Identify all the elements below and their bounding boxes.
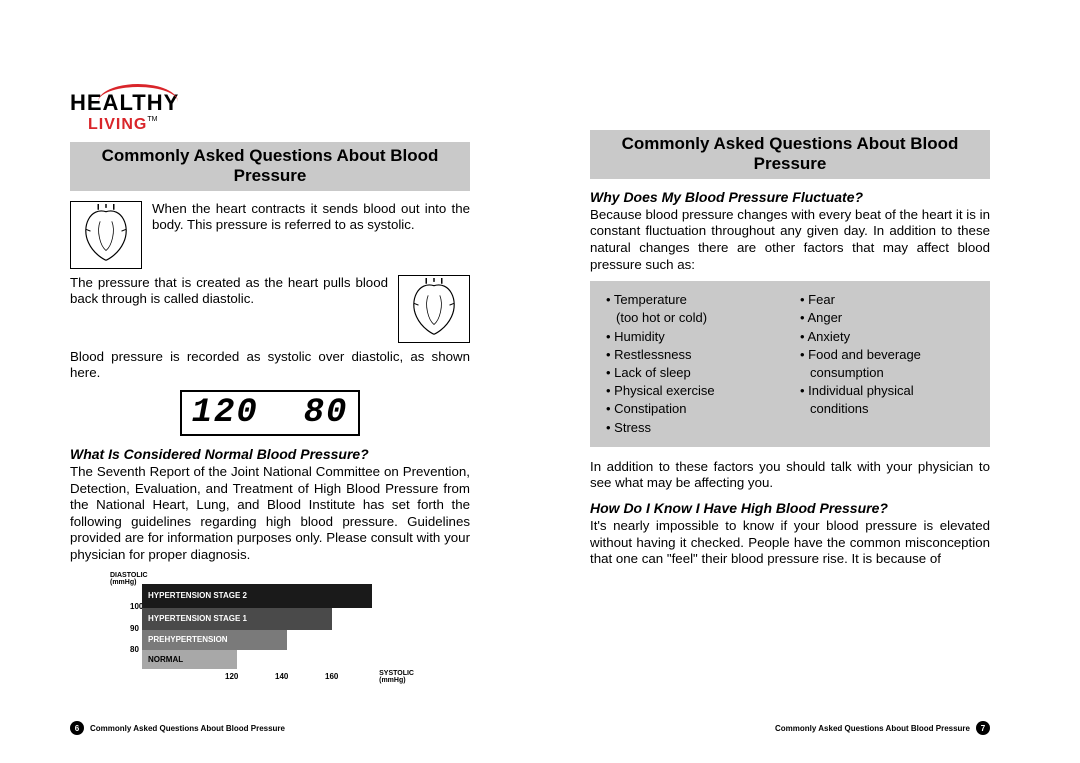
- recorded-text: Blood pressure is recorded as systolic o…: [70, 349, 470, 382]
- high-bp-text: It's nearly impossible to know if your b…: [590, 518, 990, 568]
- factor-item: consumption: [800, 364, 974, 382]
- factor-item: • Stress: [606, 419, 780, 437]
- factor-item: • Temperature: [606, 291, 780, 309]
- heart-diastolic-figure: [398, 275, 470, 343]
- x-tick-140: 140: [275, 672, 288, 681]
- systolic-text: When the heart contracts it sends blood …: [152, 201, 470, 234]
- page-7: Commonly Asked Questions About Blood Pre…: [540, 0, 1080, 763]
- title-bar-right: Commonly Asked Questions About Blood Pre…: [590, 130, 990, 179]
- band-stage1: HYPERTENSION STAGE 1: [142, 608, 332, 630]
- logo-healthy: HEALTHY: [70, 90, 470, 116]
- diastolic-row: The pressure that is created as the hear…: [70, 275, 470, 343]
- logo-living: LIVING: [88, 116, 147, 133]
- x-tick-120: 120: [225, 672, 238, 681]
- spread: HEALTHY LIVINGTM Commonly Asked Question…: [0, 0, 1080, 763]
- factor-item: • Anger: [800, 309, 974, 327]
- factor-item: • Restlessness: [606, 346, 780, 364]
- title-bar-left: Commonly Asked Questions About Blood Pre…: [70, 142, 470, 191]
- band-stage2: HYPERTENSION STAGE 2: [142, 584, 372, 608]
- systolic-row: When the heart contracts it sends blood …: [70, 201, 470, 269]
- footer-right: Commonly Asked Questions About Blood Pre…: [775, 721, 990, 735]
- trademark: TM: [147, 116, 157, 123]
- heading-normal-bp: What Is Considered Normal Blood Pressure…: [70, 446, 470, 462]
- band-prehyp: PREHYPERTENSION: [142, 630, 287, 650]
- x-axis-label: SYSTOLIC (mmHg): [379, 670, 414, 684]
- factors-columns: • Temperature (too hot or cold) • Humidi…: [606, 291, 974, 437]
- factor-item: • Anxiety: [800, 328, 974, 346]
- footer-text-right: Commonly Asked Questions About Blood Pre…: [775, 724, 970, 733]
- talk-physician-text: In addition to these factors you should …: [590, 459, 990, 492]
- factor-item: conditions: [800, 400, 974, 418]
- factor-item: • Constipation: [606, 400, 780, 418]
- lcd-box: 120 80: [180, 390, 361, 436]
- lcd-display: 120 80: [70, 390, 470, 436]
- fluctuate-text: Because blood pressure changes with ever…: [590, 207, 990, 273]
- factor-item: • Physical exercise: [606, 382, 780, 400]
- factor-item: • Individual physical: [800, 382, 974, 400]
- page-number-7: 7: [976, 721, 990, 735]
- y-tick-80: 80: [130, 645, 139, 654]
- factor-item: • Food and beverage: [800, 346, 974, 364]
- lcd-diastolic: 80: [304, 394, 349, 432]
- lcd-systolic: 120: [192, 394, 259, 432]
- factor-item: • Humidity: [606, 328, 780, 346]
- factor-item: • Fear: [800, 291, 974, 309]
- logo-living-row: LIVINGTM: [70, 116, 470, 134]
- factors-col-1: • Temperature (too hot or cold) • Humidi…: [606, 291, 780, 437]
- footer-text-left: Commonly Asked Questions About Blood Pre…: [90, 724, 285, 733]
- heading-fluctuate: Why Does My Blood Pressure Fluctuate?: [590, 189, 990, 205]
- footer-left: 6 Commonly Asked Questions About Blood P…: [70, 721, 285, 735]
- bp-chart: DIASTOLIC (mmHg) 100 90 80 HYPERTENSION …: [110, 572, 400, 692]
- y-tick-90: 90: [130, 624, 139, 633]
- logo: HEALTHY LIVINGTM: [70, 90, 470, 134]
- factors-box: • Temperature (too hot or cold) • Humidi…: [590, 281, 990, 447]
- chart-area: HYPERTENSION STAGE 2 HYPERTENSION STAGE …: [142, 584, 372, 669]
- heading-high-bp: How Do I Know I Have High Blood Pressure…: [590, 500, 990, 516]
- normal-bp-text: The Seventh Report of the Joint National…: [70, 464, 470, 564]
- x-tick-160: 160: [325, 672, 338, 681]
- factors-col-2: • Fear • Anger • Anxiety • Food and beve…: [800, 291, 974, 437]
- page-number-6: 6: [70, 721, 84, 735]
- page-6: HEALTHY LIVINGTM Commonly Asked Question…: [0, 0, 540, 763]
- heart-systolic-figure: [70, 201, 142, 269]
- band-normal: NORMAL: [142, 650, 237, 669]
- factor-item: (too hot or cold): [606, 309, 780, 327]
- factor-item: • Lack of sleep: [606, 364, 780, 382]
- diastolic-text: The pressure that is created as the hear…: [70, 275, 388, 308]
